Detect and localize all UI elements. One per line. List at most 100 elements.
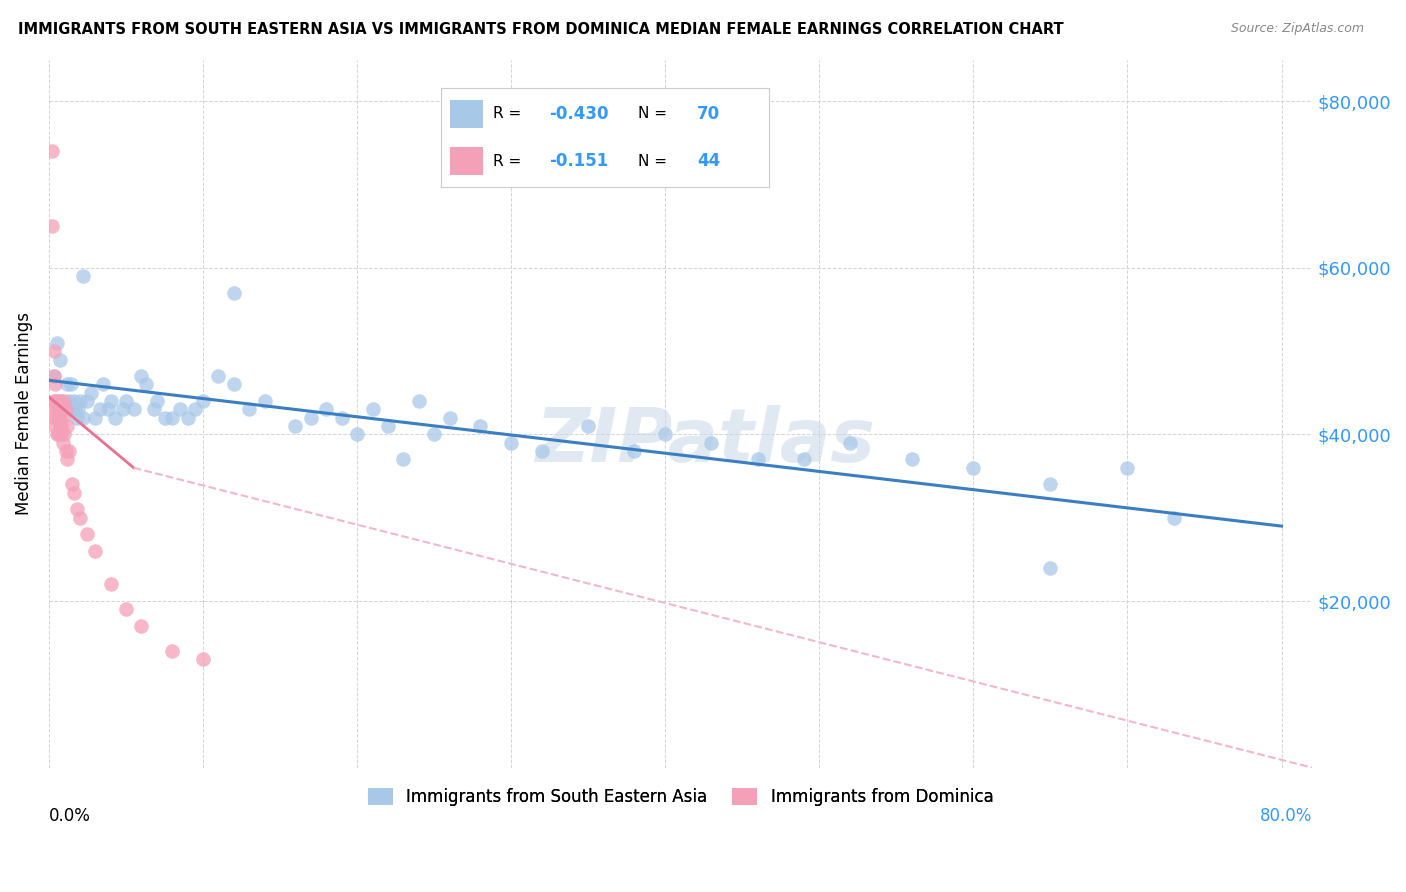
Point xyxy=(49,394,72,409)
Point xyxy=(253,394,276,409)
Point xyxy=(76,394,98,409)
Point xyxy=(45,394,67,409)
Point xyxy=(84,544,107,558)
Point xyxy=(238,402,260,417)
Point xyxy=(222,377,245,392)
Point xyxy=(184,402,207,417)
Point xyxy=(104,410,127,425)
Point xyxy=(51,394,73,409)
Point xyxy=(59,377,82,392)
Text: 80.0%: 80.0% xyxy=(1260,806,1312,824)
Point xyxy=(72,269,94,284)
Point xyxy=(45,427,67,442)
Point xyxy=(46,427,69,442)
Point xyxy=(56,452,79,467)
Point xyxy=(42,344,65,359)
Point xyxy=(69,394,91,409)
Point xyxy=(96,402,118,417)
Point xyxy=(176,410,198,425)
Point xyxy=(45,335,67,350)
Text: 0.0%: 0.0% xyxy=(49,806,91,824)
Point xyxy=(45,410,67,425)
Point xyxy=(44,377,66,392)
Point xyxy=(42,369,65,384)
Point xyxy=(62,485,84,500)
Point xyxy=(60,402,83,417)
Point xyxy=(501,435,523,450)
Point xyxy=(1039,561,1062,575)
Point xyxy=(49,419,72,434)
Point xyxy=(72,410,94,425)
Point xyxy=(91,377,114,392)
Point xyxy=(51,402,73,417)
Point xyxy=(392,452,415,467)
Point xyxy=(1116,460,1139,475)
Point xyxy=(122,402,145,417)
Point xyxy=(84,410,107,425)
Point xyxy=(408,394,430,409)
Point xyxy=(44,394,66,409)
Point xyxy=(962,460,984,475)
Point xyxy=(1039,477,1062,491)
Point xyxy=(439,410,461,425)
Point xyxy=(191,652,214,666)
Point xyxy=(55,444,77,458)
Point xyxy=(44,419,66,434)
Point xyxy=(700,435,723,450)
Point xyxy=(49,352,72,367)
Point xyxy=(222,285,245,300)
Point xyxy=(135,377,157,392)
Point xyxy=(131,369,153,384)
Point xyxy=(1163,510,1185,524)
Point xyxy=(100,394,122,409)
Point xyxy=(58,444,80,458)
Point xyxy=(42,369,65,384)
Point xyxy=(42,394,65,409)
Text: Source: ZipAtlas.com: Source: ZipAtlas.com xyxy=(1230,22,1364,36)
Point xyxy=(63,402,86,417)
Point xyxy=(131,619,153,633)
Point xyxy=(100,577,122,591)
Point xyxy=(52,435,75,450)
Point xyxy=(51,419,73,434)
Point xyxy=(53,427,76,442)
Point xyxy=(53,402,76,417)
Point xyxy=(142,402,165,417)
Text: ZIPatlas: ZIPatlas xyxy=(536,406,876,478)
Point xyxy=(160,644,183,658)
Point xyxy=(111,402,134,417)
Point xyxy=(530,444,553,458)
Point xyxy=(69,510,91,524)
Point xyxy=(315,402,337,417)
Legend: Immigrants from South Eastern Asia, Immigrants from Dominica: Immigrants from South Eastern Asia, Immi… xyxy=(361,781,1000,813)
Point xyxy=(576,419,599,434)
Point xyxy=(169,402,191,417)
Point xyxy=(56,377,79,392)
Point xyxy=(191,394,214,409)
Point xyxy=(623,444,645,458)
Point xyxy=(52,410,75,425)
Point xyxy=(160,410,183,425)
Point xyxy=(62,394,84,409)
Point xyxy=(89,402,111,417)
Y-axis label: Median Female Earnings: Median Female Earnings xyxy=(15,312,32,516)
Point xyxy=(49,410,72,425)
Point xyxy=(153,410,176,425)
Point xyxy=(41,145,63,159)
Point xyxy=(115,602,138,616)
Point xyxy=(346,427,368,442)
Point xyxy=(66,502,89,516)
Text: IMMIGRANTS FROM SOUTH EASTERN ASIA VS IMMIGRANTS FROM DOMINICA MEDIAN FEMALE EAR: IMMIGRANTS FROM SOUTH EASTERN ASIA VS IM… xyxy=(18,22,1064,37)
Point xyxy=(299,410,322,425)
Point xyxy=(46,402,69,417)
Point xyxy=(361,402,384,417)
Point xyxy=(654,427,676,442)
Point xyxy=(66,410,89,425)
Point xyxy=(44,402,66,417)
Point xyxy=(60,477,83,491)
Point xyxy=(51,427,73,442)
Point xyxy=(115,394,138,409)
Point xyxy=(470,419,492,434)
Point xyxy=(67,402,90,417)
Point xyxy=(901,452,924,467)
